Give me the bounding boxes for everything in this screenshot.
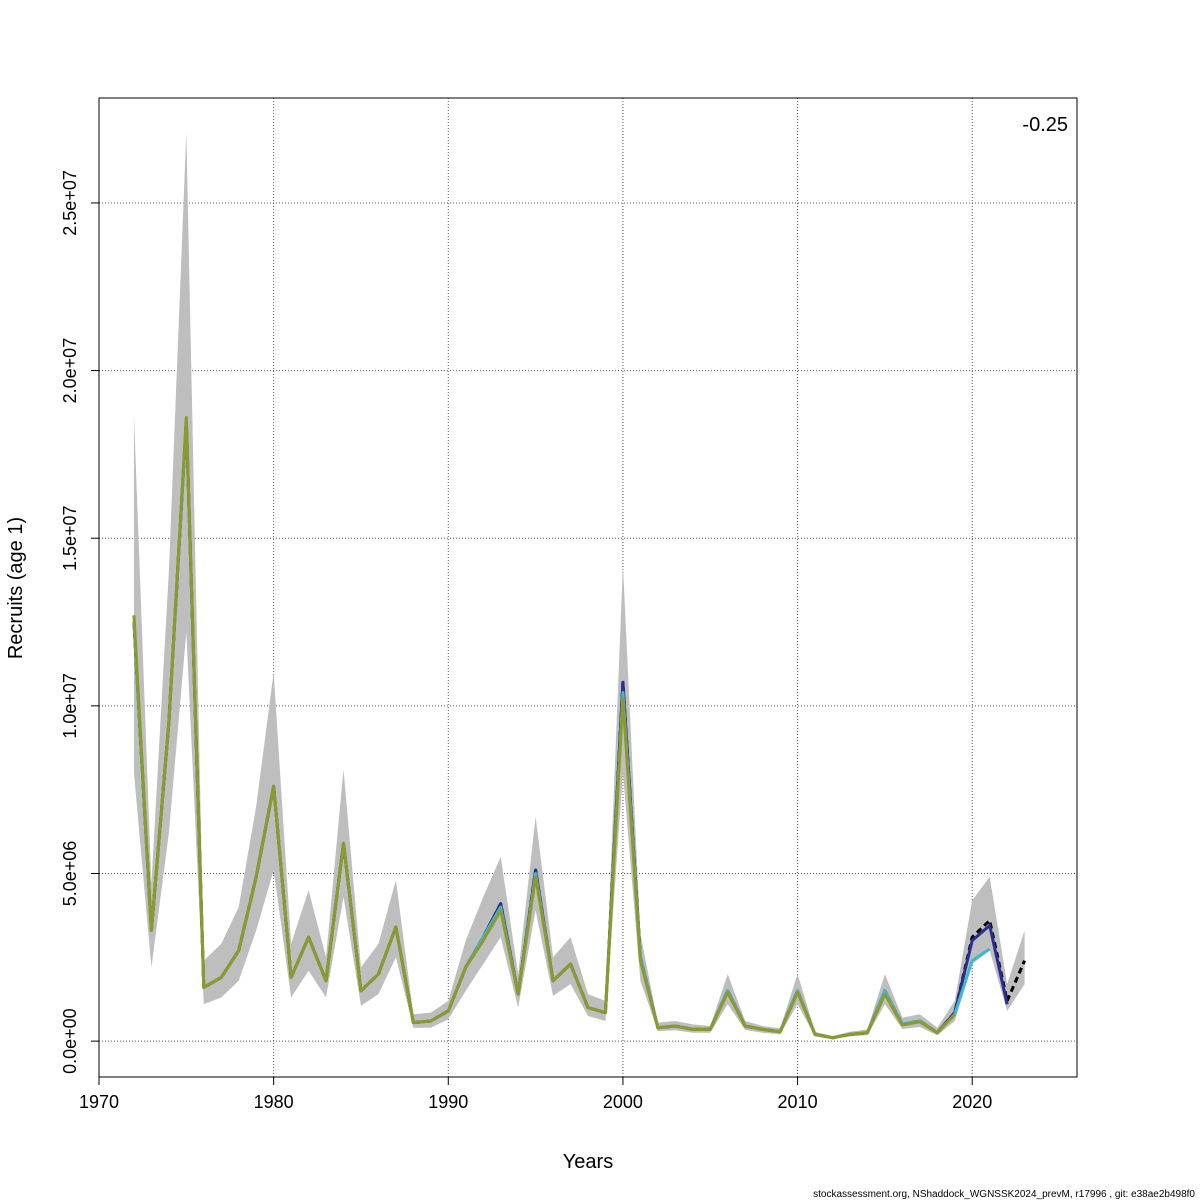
x-tick-label: 2000 bbox=[603, 1092, 643, 1112]
y-axis-label: Recruits (age 1) bbox=[5, 517, 27, 659]
x-tick-label: 1970 bbox=[79, 1092, 119, 1112]
annotation: -0.25 bbox=[1022, 114, 1068, 136]
y-tick-label: 2.5e+07 bbox=[60, 170, 80, 236]
footer: stockassessment.org, NShaddock_WGNSSK202… bbox=[813, 1189, 1195, 1200]
x-tick-label: 2010 bbox=[778, 1092, 818, 1112]
x-tick-label: 1980 bbox=[254, 1092, 294, 1112]
y-tick-label: 2.0e+07 bbox=[60, 338, 80, 404]
x-tick-label: 2020 bbox=[952, 1092, 992, 1112]
confidence-band bbox=[133, 132, 1025, 1039]
y-tick-label: 0.0e+00 bbox=[60, 1008, 80, 1074]
plot-frame bbox=[98, 97, 1078, 1078]
series-line bbox=[132, 419, 991, 1040]
y-tick-label: 1.0e+07 bbox=[60, 673, 80, 739]
x-axis-label: Years bbox=[563, 1151, 613, 1173]
y-tick-label: 5.0e+06 bbox=[60, 841, 80, 907]
series-line bbox=[132, 416, 956, 1040]
y-tick-label: 1.5e+07 bbox=[60, 505, 80, 571]
x-tick-label: 1990 bbox=[428, 1092, 468, 1112]
